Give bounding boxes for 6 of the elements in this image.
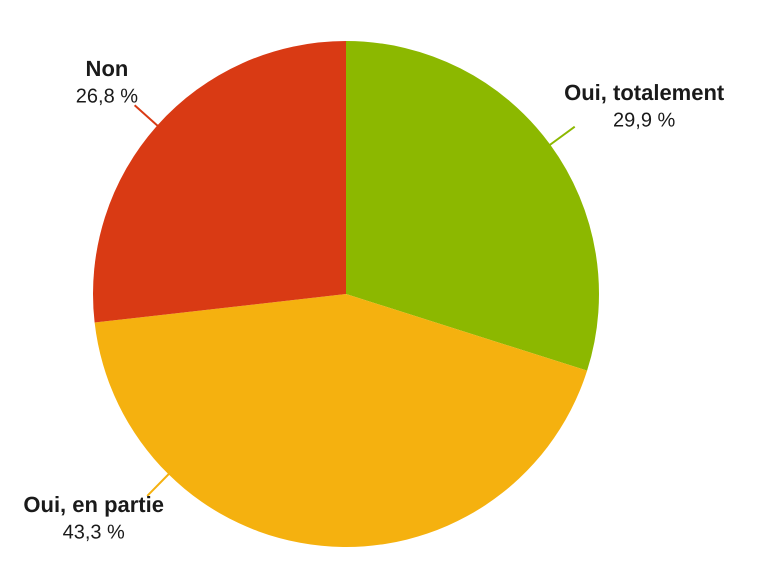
data-label: 26,8 % <box>76 85 138 108</box>
slice-label: Non <box>86 56 128 81</box>
slice-label: Oui, totalement <box>564 80 725 105</box>
data-label: 43,3 % <box>62 521 126 544</box>
slice-label: Oui, en partie <box>23 492 164 518</box>
data-label: 29,9 % <box>613 109 676 132</box>
